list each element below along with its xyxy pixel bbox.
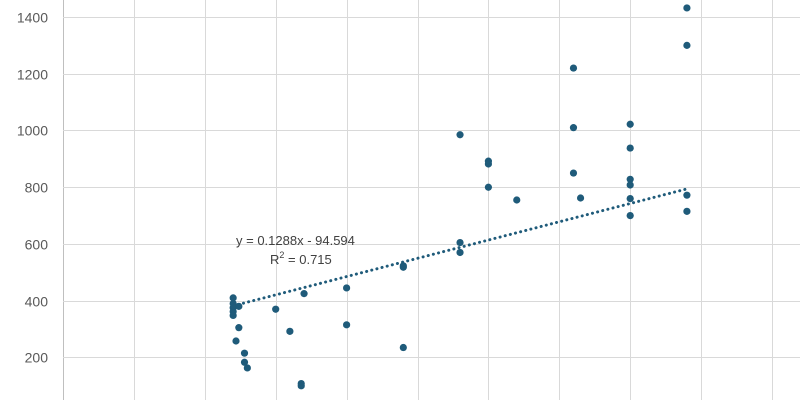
y-tick-label: 800 [25,180,49,196]
y-tick-label: 1000 [17,123,48,139]
y-tick-label: 1200 [17,67,48,83]
data-point [683,191,691,199]
data-point [626,175,634,183]
data-point [484,160,492,168]
data-point [576,194,585,202]
data-point [232,337,240,345]
data-point [235,324,243,332]
data-point [569,64,578,72]
gridlines [63,0,800,400]
data-point [683,207,691,215]
data-points [229,4,691,390]
data-point [286,327,294,335]
data-point [456,131,464,139]
data-point [229,311,237,320]
y-tick-label: 1400 [17,10,48,26]
data-point [399,263,407,271]
data-point [626,212,634,220]
y-tick-label: 600 [25,237,49,253]
data-point [569,169,578,177]
data-point [626,194,634,203]
data-point [399,343,407,352]
data-point [297,382,305,390]
data-point [513,196,521,204]
data-point [456,248,464,257]
data-point [456,238,464,247]
data-point [484,183,492,191]
y-axis-tick-labels: 200 400 600 800 1000 1200 1400 [17,10,48,366]
linear-trendline [231,187,689,308]
y-tick-label: 200 [25,350,49,366]
trendline-layer [231,187,689,308]
trendline-equation: y = 0.1288x - 94.594 [236,233,355,248]
data-point [300,290,308,298]
y-tick-label: 400 [25,294,49,310]
data-point [626,120,634,128]
data-point [343,284,351,292]
data-point [683,41,691,49]
data-point [272,305,280,313]
data-point [229,294,237,302]
data-point [240,358,249,366]
trendline-r-squared: R2 = 0.715 [270,250,332,267]
data-point [626,144,634,152]
data-point [683,4,691,12]
data-point [626,181,634,189]
data-point [243,364,251,372]
data-point [569,124,578,132]
data-point [343,321,351,329]
data-point [240,349,249,357]
data-point [235,302,243,310]
